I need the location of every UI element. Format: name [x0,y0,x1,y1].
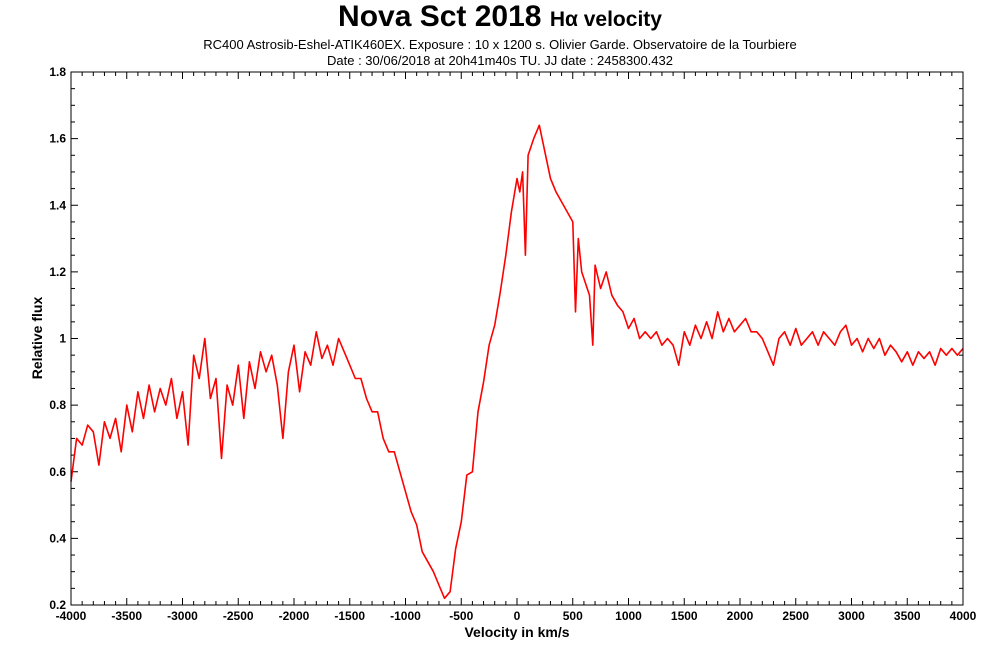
title-suffix: Hα velocity [549,8,662,31]
y-tick-label: 1.8 [49,65,66,79]
x-tick-label: -3500 [111,609,142,623]
axis-ticks: -4000 -3500 -3000 -2500 -2000 -1500 -1000 -500 0… [49,65,976,623]
x-tick-label: 2500 [782,609,809,623]
y-tick-label: 0.6 [49,465,66,479]
y-tick-label: 1 [59,332,66,346]
x-tick-label: 3000 [838,609,865,623]
subtitle-line-2: Date : 30/06/2018 at 20h41m40s TU. JJ da… [327,53,673,68]
x-tick-label: -2500 [223,609,254,623]
x-tick-label: 3500 [894,609,921,623]
x-axis-label: Velocity in km/s [464,624,569,640]
y-tick-label: 0.2 [49,598,66,612]
x-tick-label: -4000 [56,609,87,623]
x-tick-label: -1000 [390,609,421,623]
x-tick-label: -3000 [167,609,198,623]
x-tick-label: 4000 [950,609,977,623]
x-tick-label: -1500 [334,609,365,623]
y-axis-label: Relative flux [29,297,45,380]
title-main: Nova Sct 2018 [338,0,542,33]
x-tick-label: -500 [449,609,473,623]
subtitle-line-1: RC400 Astrosib-Eshel-ATIK460EX. Exposure… [203,37,797,52]
y-tick-label: 1.2 [49,265,66,279]
y-tick-label: 0.8 [49,398,66,412]
x-tick-label: 1000 [615,609,642,623]
y-tick-label: 1.6 [49,132,66,146]
x-tick-label: -2000 [279,609,310,623]
x-tick-label: 1500 [671,609,698,623]
plot-frame [70,71,964,606]
x-tick-label: 500 [563,609,583,623]
y-tick-label: 0.4 [49,531,66,545]
series-line [70,124,964,600]
x-tick-label: 0 [514,609,521,623]
y-tick-label: 1.4 [49,198,66,212]
chart-title: Nova Sct 2018 Hα velocity [0,0,1000,34]
x-tick-label: 2000 [727,609,754,623]
